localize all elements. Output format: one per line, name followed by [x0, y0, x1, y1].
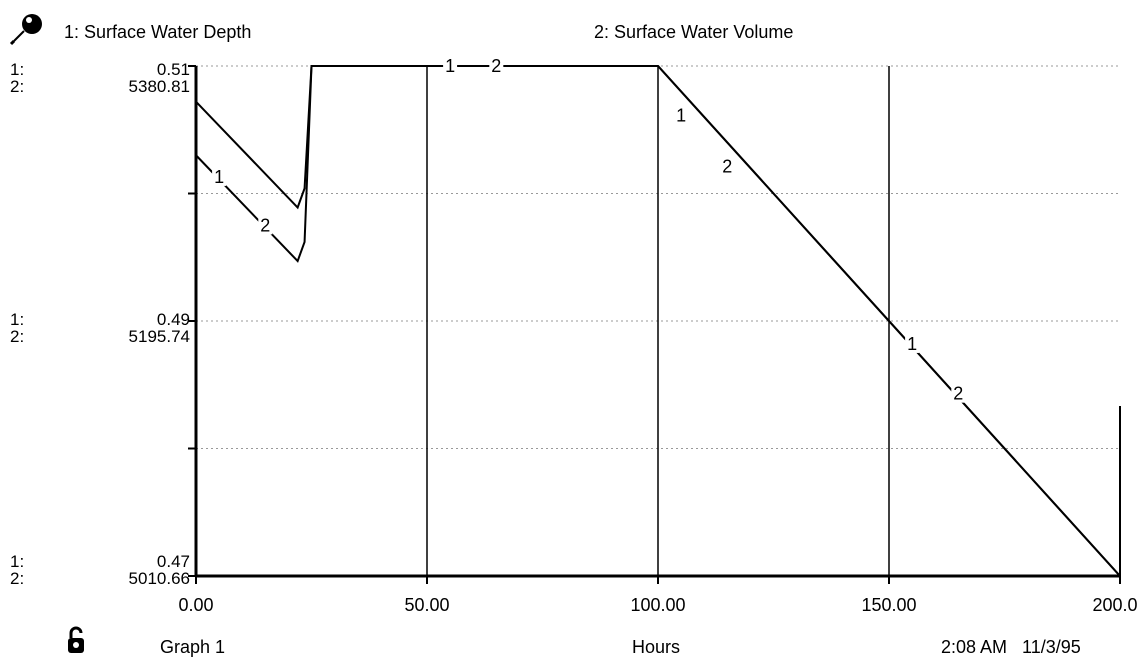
axis-bottom-s2-value: 5010.66	[128, 569, 190, 588]
series-marker-2: 2	[491, 56, 501, 76]
x-tick-label: 150.00	[861, 595, 916, 615]
x-tick-label: 0.00	[178, 595, 213, 615]
series1-legend-label: 1: Surface Water Depth	[64, 22, 252, 42]
series-marker-gap	[258, 214, 273, 235]
x-tick-label: 50.00	[404, 595, 449, 615]
axis-mid-s2-value: 5195.74	[128, 327, 190, 346]
series-marker-2: 2	[953, 384, 963, 404]
x-axis-title: Hours	[632, 637, 681, 657]
graph-name: Graph 1	[160, 637, 226, 657]
timestamp: 2:08 AM 11/3/95	[941, 637, 1081, 657]
series-marker-1: 1	[676, 106, 686, 126]
axis-bottom-s2-tag: 2:	[10, 569, 25, 588]
series-line-2	[195, 65, 1121, 577]
axis-mid-s1-value: 0.49	[156, 310, 190, 329]
axis-mid-s2-tag: 2:	[10, 327, 25, 346]
axis-top-s1-value: 0.51	[156, 60, 190, 79]
series-marker-gap	[720, 155, 735, 176]
x-tick-label: 200.00	[1092, 595, 1137, 615]
graph-pad-icon[interactable]	[8, 12, 48, 46]
series-marker-gap	[443, 55, 458, 75]
series-marker-gap	[489, 55, 504, 75]
axis-bottom-s1-tag: 1:	[10, 552, 25, 571]
series-marker-1: 1	[907, 334, 917, 354]
series-marker-2: 2	[722, 157, 732, 177]
series-marker-2: 2	[260, 215, 270, 235]
series-marker-gap	[674, 104, 689, 125]
axis-mid-s1-tag: 1:	[10, 310, 25, 329]
axis-top-s2-value: 5380.81	[128, 77, 190, 96]
series-marker-1: 1	[445, 56, 455, 76]
series-marker-gap	[212, 165, 227, 186]
axis-top-s2-tag: 2:	[10, 77, 25, 96]
series-marker-gap	[951, 382, 966, 403]
unlock-icon[interactable]	[66, 626, 86, 656]
series-marker-1: 1	[214, 167, 224, 187]
axis-top-s1-tag: 1:	[10, 60, 25, 79]
series2-legend-label: 2: Surface Water Volume	[594, 22, 794, 42]
x-tick-label: 100.00	[630, 595, 685, 615]
series-marker-gap	[905, 332, 920, 353]
axis-bottom-s1-value: 0.47	[156, 552, 190, 571]
